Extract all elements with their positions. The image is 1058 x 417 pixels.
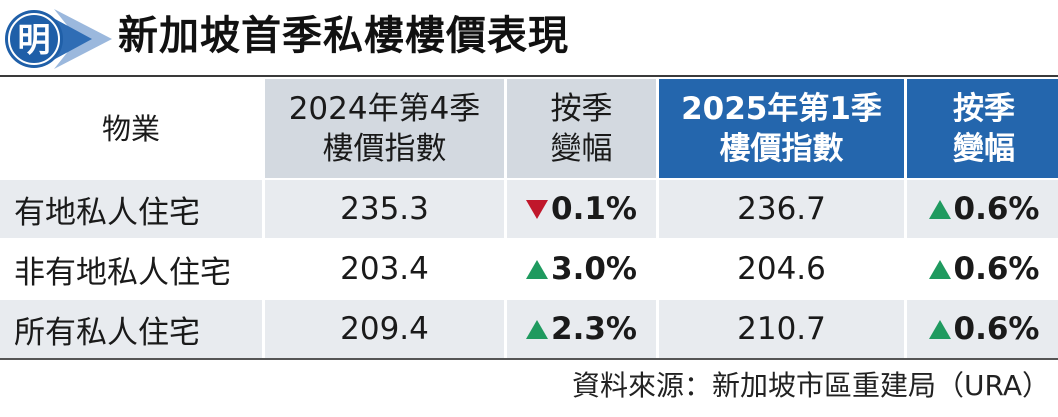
change-indicator: 3.0% [526, 251, 637, 287]
q1-2025-index-value: 204.6 [659, 240, 904, 298]
qoq-change-b: 0.6% [907, 180, 1058, 238]
qoq-change-b: 0.6% [907, 240, 1058, 298]
column-header-qoq-a-line1: 按季 [550, 90, 613, 127]
column-header-qoq-b-line1: 按季 [953, 90, 1015, 127]
table-row: 所有私人住宅 209.4 2.3% 210.7 0.6% [0, 300, 1058, 358]
q1-2025-index-value: 236.7 [659, 180, 904, 238]
column-header-q4-2024-index: 2024年第4季 樓價指數 [265, 79, 504, 178]
column-header-q4-2024-line1: 2024年第4季 [288, 90, 481, 127]
page-title: 新加坡首季私樓樓價表現 [118, 13, 569, 59]
change-value: 2.3% [551, 311, 637, 347]
source-note: 資料來源：新加坡市區重建局（URA） [572, 369, 1050, 402]
property-name: 非有地私人住宅 [0, 240, 262, 298]
property-name: 有地私人住宅 [0, 180, 262, 238]
column-header-qoq-b-line2: 變幅 [953, 130, 1015, 167]
q4-2024-index-value: 203.4 [265, 240, 504, 298]
change-value: 0.6% [953, 311, 1040, 347]
table-row: 有地私人住宅 235.3 0.1% 236.7 0.6% [0, 180, 1058, 238]
column-header-property: 物業 [0, 79, 262, 178]
change-value: 0.6% [953, 191, 1040, 227]
up-triangle-icon [526, 319, 548, 339]
q1-2025-index-value: 210.7 [659, 300, 904, 358]
up-triangle-icon [928, 259, 951, 279]
header-divider [0, 75, 1058, 77]
column-header-q1-2025-line2: 樓價指數 [719, 130, 844, 167]
table-header-row: 物業 2024年第4季 樓價指數 按季 變幅 2025年第1季 樓價指數 按季 … [0, 79, 1058, 178]
column-header-q1-2025-line1: 2025年第1季 [681, 90, 882, 127]
property-name: 所有私人住宅 [0, 300, 262, 358]
up-triangle-icon [928, 199, 951, 219]
up-triangle-icon [526, 259, 548, 279]
q4-2024-index-value: 235.3 [265, 180, 504, 238]
header: 明 新加坡首季私樓樓價表現 [0, 0, 1058, 77]
column-header-property-label: 物業 [101, 111, 160, 146]
down-triangle-icon [526, 199, 548, 219]
logo-glyph: 明 [18, 20, 51, 59]
qoq-change-a: 3.0% [507, 240, 656, 298]
column-header-qoq-a-line2: 變幅 [550, 130, 613, 167]
change-indicator: 0.6% [928, 311, 1040, 347]
change-value: 0.1% [551, 191, 637, 227]
qoq-change-a: 2.3% [507, 300, 656, 358]
change-indicator: 0.6% [928, 251, 1040, 287]
column-header-qoq-change-b: 按季 變幅 [907, 79, 1058, 178]
change-value: 3.0% [551, 251, 637, 287]
qoq-change-a: 0.1% [507, 180, 656, 238]
ming-pao-logo: 明 [5, 9, 112, 69]
table-bottom-rule [0, 358, 1058, 360]
column-header-q1-2025-index: 2025年第1季 樓價指數 [659, 79, 904, 178]
table-row: 非有地私人住宅 203.4 3.0% 204.6 0.6% [0, 240, 1058, 298]
price-index-table: 物業 2024年第4季 樓價指數 按季 變幅 2025年第1季 樓價指數 按季 … [0, 79, 1058, 358]
change-indicator: 0.1% [526, 191, 637, 227]
change-value: 0.6% [953, 251, 1040, 287]
q4-2024-index-value: 209.4 [265, 300, 504, 358]
up-triangle-icon [928, 319, 951, 339]
column-header-qoq-change-a: 按季 變幅 [507, 79, 656, 178]
change-indicator: 2.3% [526, 311, 637, 347]
column-header-q4-2024-line2: 樓價指數 [322, 130, 447, 167]
qoq-change-b: 0.6% [907, 300, 1058, 358]
change-indicator: 0.6% [928, 191, 1040, 227]
